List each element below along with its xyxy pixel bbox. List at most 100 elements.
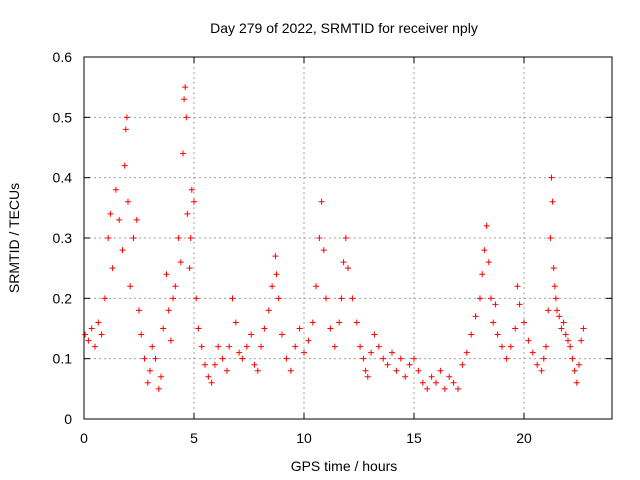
data-point <box>138 331 145 338</box>
data-point <box>428 373 435 380</box>
data-point <box>82 331 89 338</box>
data-point <box>323 295 329 302</box>
axis-ticks: 0 5 10 15 20 0 0.1 0.2 0.3 0.4 0.5 0.6 <box>53 49 612 446</box>
data-point <box>364 373 371 380</box>
x-tick-label: 0 <box>80 430 88 446</box>
data-point <box>239 355 246 362</box>
data-point <box>236 349 243 356</box>
data-point <box>254 367 261 374</box>
data-point <box>411 355 417 362</box>
data-point <box>101 295 108 302</box>
data-point <box>141 355 148 362</box>
data-point <box>95 319 102 326</box>
data-point <box>529 349 536 356</box>
data-point <box>98 331 105 338</box>
data-point <box>85 337 92 344</box>
data-point <box>320 247 327 254</box>
data-point <box>121 162 128 169</box>
data-point <box>576 361 582 368</box>
data-point <box>116 216 123 223</box>
data-point <box>459 361 466 368</box>
data-point <box>198 343 205 350</box>
x-tick-label: 10 <box>296 430 312 446</box>
data-point <box>514 283 521 290</box>
data-point <box>543 343 549 350</box>
data-point <box>558 325 565 332</box>
data-point <box>494 331 501 338</box>
x-axis-label: GPS time / hours <box>291 458 398 474</box>
data-point <box>419 379 426 386</box>
data-point <box>195 325 202 332</box>
data-point <box>170 295 177 302</box>
data-point <box>362 367 369 374</box>
data-point <box>107 210 114 217</box>
data-point <box>565 337 571 344</box>
y-tick-label: 0.5 <box>53 109 73 125</box>
data-point <box>499 343 505 350</box>
data-point <box>163 271 170 278</box>
x-tick-label: 20 <box>516 430 532 446</box>
data-point <box>571 367 578 374</box>
data-point <box>336 319 343 326</box>
data-point <box>375 343 382 350</box>
data-point <box>180 150 186 157</box>
data-points <box>82 84 587 392</box>
data-point <box>226 343 233 350</box>
data-point <box>402 373 409 380</box>
data-point <box>127 283 134 290</box>
data-point <box>112 186 119 193</box>
data-point <box>283 355 290 362</box>
data-point <box>368 349 375 356</box>
data-point <box>152 355 159 362</box>
y-tick-label: 0.4 <box>53 170 73 186</box>
data-point <box>133 216 140 223</box>
data-point <box>479 271 486 278</box>
data-point <box>88 325 95 332</box>
data-point <box>463 349 470 356</box>
data-point <box>92 343 98 350</box>
data-point <box>160 325 167 332</box>
data-point <box>301 349 307 356</box>
data-point <box>208 379 215 386</box>
data-point <box>279 331 285 338</box>
data-point <box>384 361 391 368</box>
data-point <box>191 198 197 205</box>
data-point <box>340 259 347 266</box>
data-point <box>415 367 422 374</box>
data-point <box>406 361 413 368</box>
data-point <box>269 283 276 290</box>
y-tick-label: 0.3 <box>53 230 73 246</box>
data-point <box>211 361 218 368</box>
data-point <box>331 343 338 350</box>
data-point <box>507 343 514 350</box>
data-point <box>251 361 258 368</box>
data-point <box>125 198 131 205</box>
data-point <box>562 331 569 338</box>
data-point <box>481 247 488 254</box>
data-point <box>316 235 323 241</box>
data-point <box>184 210 191 217</box>
data-point <box>243 343 250 350</box>
data-point <box>202 361 208 368</box>
data-point <box>548 174 555 181</box>
data-point <box>181 96 188 103</box>
data-point <box>389 349 395 356</box>
data-point <box>549 198 556 205</box>
data-point <box>534 361 541 368</box>
data-point <box>109 265 116 272</box>
data-point <box>147 367 153 374</box>
data-point <box>232 319 239 326</box>
data-point <box>205 373 212 380</box>
data-point <box>275 295 282 302</box>
y-tick-label: 0.1 <box>53 351 73 367</box>
data-point <box>393 367 400 374</box>
data-point <box>488 295 494 302</box>
data-point <box>167 337 174 344</box>
data-point <box>551 283 558 290</box>
data-point <box>397 355 404 362</box>
data-point <box>261 325 268 332</box>
data-point <box>560 319 567 326</box>
data-point <box>580 325 587 332</box>
data-point <box>567 343 574 350</box>
data-point <box>273 271 280 278</box>
